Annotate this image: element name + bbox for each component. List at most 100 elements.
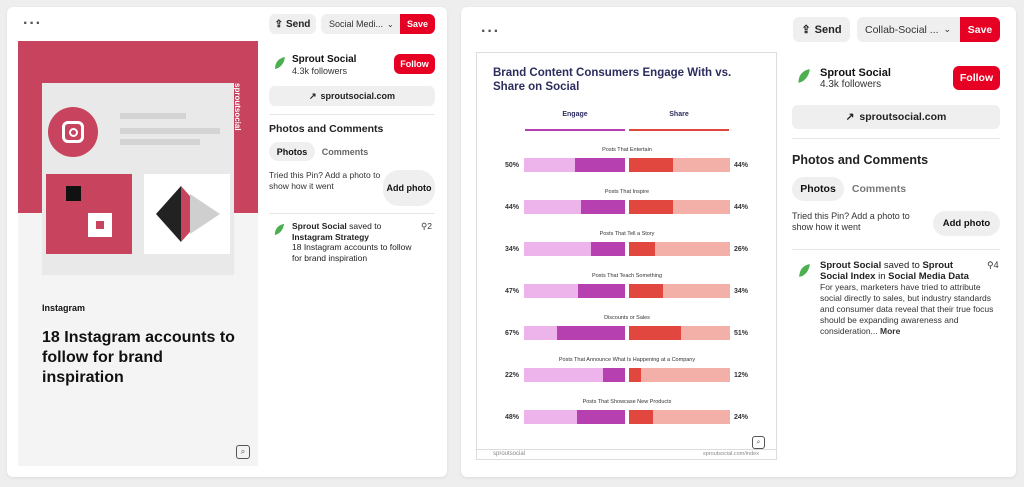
legend-engage-line [525, 129, 625, 131]
mockup-panel [42, 83, 234, 275]
brand-vertical-text: sproutsocial [233, 83, 242, 131]
tab-comments[interactable]: Comments [851, 183, 907, 195]
category-label: Posts That Inspire [604, 189, 650, 195]
pin-count: ⚲2 [421, 221, 432, 231]
add-photo-button[interactable]: Add photo [933, 211, 1000, 236]
share-value-label: 26% [734, 246, 749, 253]
share-bar [629, 158, 674, 172]
save-button[interactable]: Save [400, 14, 435, 34]
activity-description: For years, marketers have tried to attri… [820, 282, 994, 336]
save-button[interactable]: Save [960, 17, 1000, 42]
engage-value-label: 47% [505, 288, 520, 295]
activity-actor[interactable]: Sprout Social [820, 260, 882, 271]
category-label: Posts That Teach Something [591, 273, 663, 279]
pin-card-instagram: ··· ⇪ Send Social Medi... ⌄ Save sprouts… [7, 7, 447, 477]
engage-value-label: 22% [505, 372, 520, 379]
footer-brand: sproutsocial [493, 451, 526, 457]
activity-board-2[interactable]: Social Media Data [888, 271, 969, 282]
activity-item: Sprout Social saved to Instagram Strateg… [292, 221, 412, 263]
share-value-label: 44% [734, 204, 749, 211]
engage-bar [590, 242, 625, 256]
share-bar [629, 368, 642, 382]
activity-board[interactable]: Sprout Social Index [820, 260, 954, 282]
pin-image[interactable]: sproutsocial Ins [18, 41, 258, 466]
pin-count: ⚲4 [987, 260, 999, 270]
board-select[interactable]: Collab-Social ... ⌄ [857, 17, 960, 42]
website-link[interactable]: ↗ sproutsocial.com [269, 86, 435, 106]
tab-photos[interactable]: Photos [269, 142, 315, 161]
category-label: Discounts or Sales [604, 315, 650, 321]
engage-bar-bg [524, 368, 625, 382]
profile-name[interactable]: Sprout Social [820, 67, 891, 79]
profile-name[interactable]: Sprout Social [292, 54, 357, 65]
engage-bar [574, 158, 625, 172]
arrow-up-right-icon: ↗ [308, 90, 317, 101]
engage-value-label: 48% [505, 414, 520, 421]
placeholder-line [120, 113, 186, 119]
add-photo-button[interactable]: Add photo [383, 170, 435, 206]
pin-icon: ⚲ [421, 221, 428, 231]
category-label: Posts That Entertain [602, 147, 652, 153]
share-icon: ⇪ [274, 18, 283, 30]
send-button[interactable]: ⇪ Send [269, 14, 316, 34]
share-bar [629, 410, 654, 424]
share-bar-bg [629, 410, 730, 424]
more-options-icon[interactable]: ··· [23, 15, 42, 32]
engage-bar [602, 368, 625, 382]
share-bar [629, 200, 674, 214]
legend-share: Share [669, 111, 689, 118]
visual-search-icon[interactable]: ⌕ [236, 445, 250, 459]
share-value-label: 24% [734, 414, 749, 421]
share-value-label: 12% [734, 372, 749, 379]
engage-bar [557, 326, 625, 340]
share-bar-bg [629, 368, 730, 382]
engage-bar [576, 410, 625, 424]
divider [792, 249, 1000, 250]
pin-image[interactable]: Brand Content Consumers Engage With vs. … [476, 52, 777, 460]
legend-engage: Engage [562, 111, 588, 118]
pin-icon: ⚲ [987, 260, 994, 270]
share-value-label: 34% [734, 288, 749, 295]
sprout-logo-icon [272, 56, 286, 70]
website-link[interactable]: ↗ sproutsocial.com [792, 105, 1000, 129]
photos-comments-heading: Photos and Comments [269, 123, 384, 135]
instagram-icon [48, 107, 98, 157]
tried-pin-text: Tried this Pin? Add a photo to show how … [792, 211, 910, 232]
divider [269, 114, 435, 115]
legend-share-line [629, 129, 729, 131]
divider [269, 213, 435, 214]
tab-photos[interactable]: Photos [792, 177, 844, 201]
follower-count: 4.3k followers [292, 66, 348, 76]
chevron-down-icon: ⌄ [387, 19, 394, 29]
activity-actor[interactable]: Sprout Social [292, 221, 347, 231]
chevron-down-icon: ⌄ [943, 24, 952, 34]
send-button[interactable]: ⇪ Send [793, 17, 850, 42]
follow-button[interactable]: Follow [953, 66, 1000, 90]
category-label: Posts That Announce What Is Happening at… [558, 357, 696, 363]
more-options-icon[interactable]: ··· [481, 23, 500, 40]
sprout-logo-icon [796, 263, 811, 278]
follow-button[interactable]: Follow [394, 54, 435, 74]
photos-comments-heading: Photos and Comments [792, 153, 929, 167]
engage-value-label: 44% [505, 204, 520, 211]
engage-value-label: 67% [505, 330, 520, 337]
engage-value-label: 50% [505, 162, 520, 169]
tried-pin-text: Tried this Pin? Add a photo to show how … [269, 170, 381, 191]
engage-bar [577, 284, 625, 298]
pin-card-infographic: ··· ⇪ Send Collab-Social ... ⌄ Save Bran… [461, 7, 1016, 477]
more-link[interactable]: More [880, 326, 901, 336]
activity-board[interactable]: Instagram Strategy [292, 231, 369, 242]
activity-item: Sprout Social saved to Sprout Social Ind… [820, 260, 994, 336]
divider [792, 138, 1000, 139]
sprout-logo-icon [795, 68, 811, 84]
placeholder-line [120, 139, 200, 145]
engage-value-label: 34% [505, 246, 520, 253]
arrow-up-right-icon: ↗ [845, 111, 855, 123]
footer-divider [477, 449, 776, 450]
footer-url: sproutsocial.com/index [703, 451, 759, 457]
board-select[interactable]: Social Medi... ⌄ [321, 14, 400, 34]
tab-comments[interactable]: Comments [321, 146, 369, 157]
follower-count: 4.3k followers [820, 79, 882, 90]
share-bar [629, 326, 681, 340]
visual-search-icon[interactable]: ⌕ [752, 436, 765, 449]
